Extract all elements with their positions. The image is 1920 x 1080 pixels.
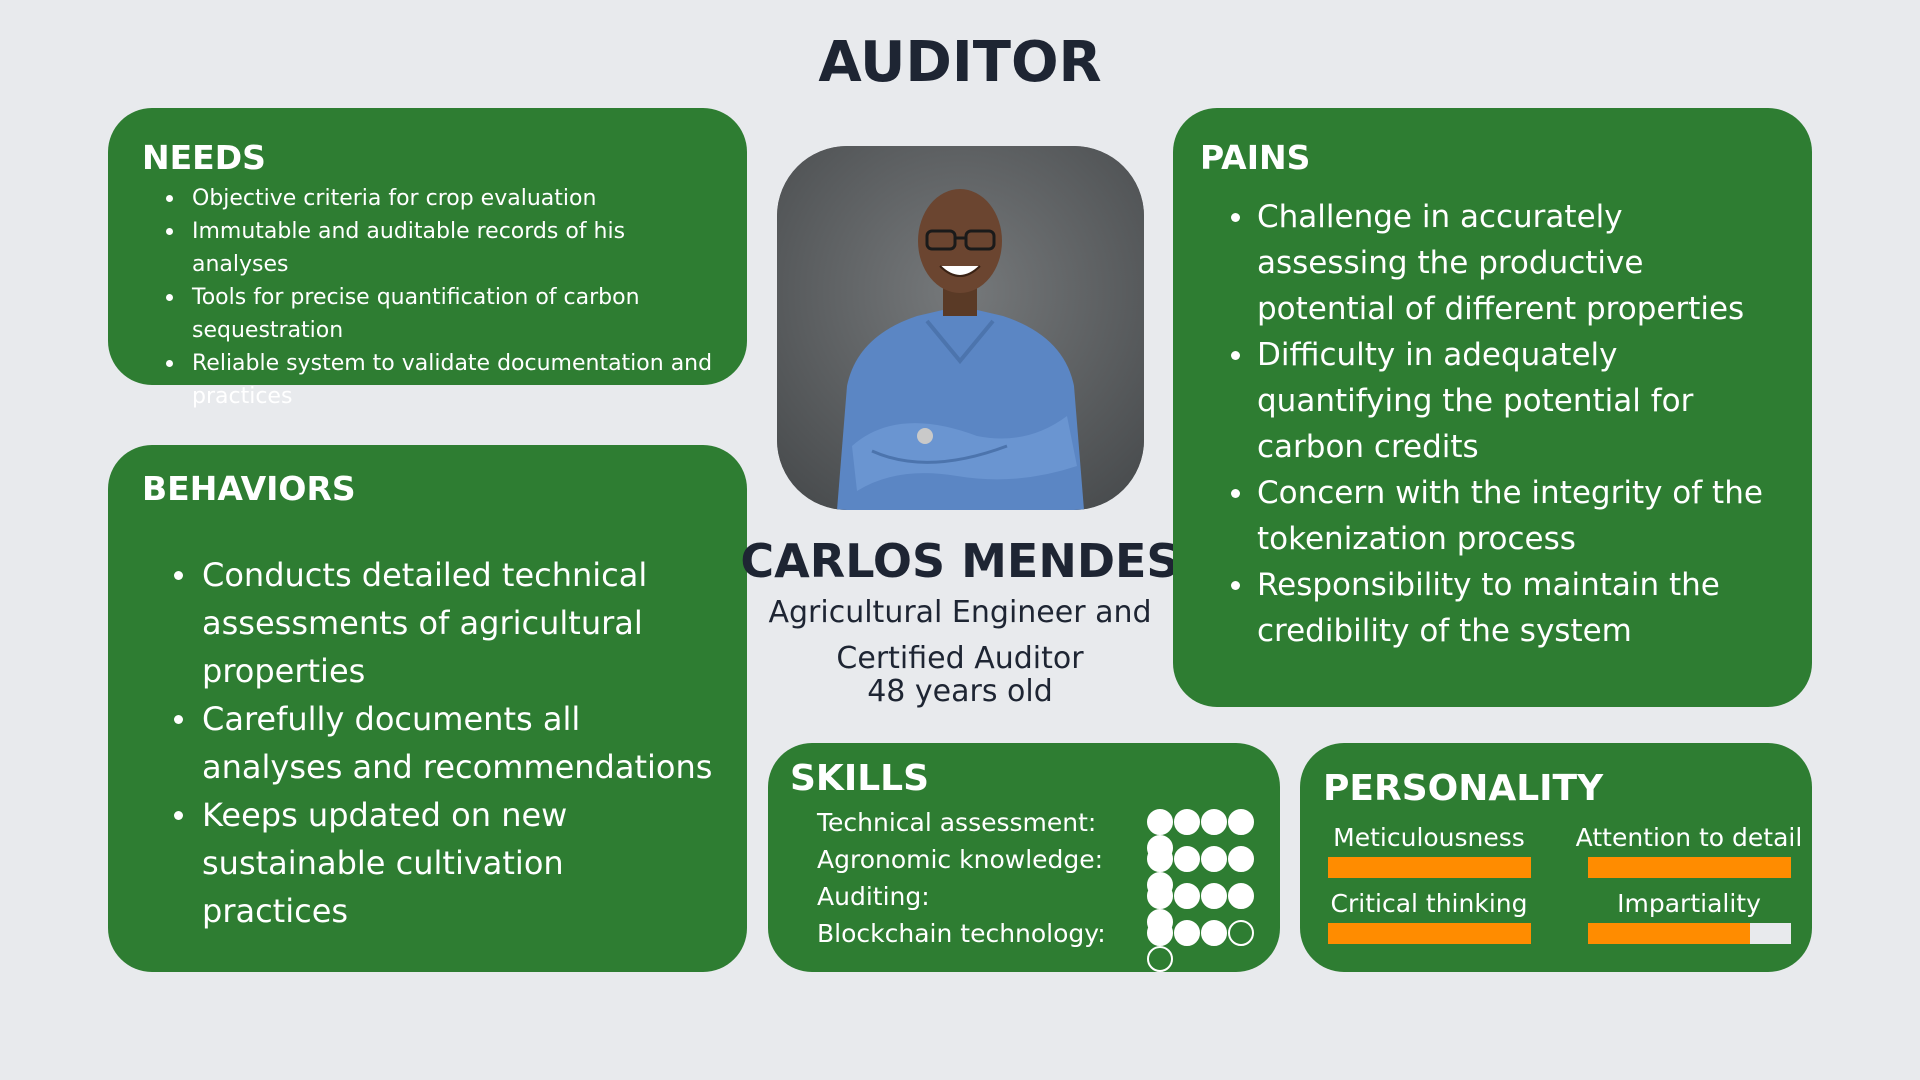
list-item: Keeps updated on new sustainable cultiva… (174, 791, 747, 935)
trait-bar (1587, 923, 1791, 944)
list-item: Carefully documents all analyses and rec… (174, 695, 747, 791)
persona-role: Agricultural Engineer and Certified Audi… (768, 595, 1152, 676)
trait-bar (1327, 857, 1531, 878)
persona-age: 48 years old (867, 674, 1053, 709)
skill-row: Auditing: (817, 878, 1267, 935)
needs-list: Objective criteria for crop evaluation I… (142, 182, 747, 413)
trait-bar-fill (1587, 857, 1791, 878)
skill-rating (1147, 846, 1267, 898)
persona-name: CARLOS MENDES (740, 534, 1180, 588)
trait-bar (1587, 857, 1791, 878)
list-item: Conducts detailed technical assessments … (174, 551, 747, 695)
behaviors-list: Conducts detailed technical assessments … (142, 551, 747, 935)
trait: Meticulousness (1309, 823, 1549, 878)
skill-label: Blockchain technology: (817, 919, 1106, 948)
needs-heading: NEEDS (142, 138, 266, 177)
page-title: AUDITOR (818, 30, 1102, 95)
rating-dot-filled (1174, 846, 1200, 872)
rating-dot-filled (1201, 846, 1227, 872)
trait-label: Meticulousness (1333, 823, 1525, 852)
rating-dot-filled (1174, 920, 1200, 946)
rating-dot-filled (1147, 883, 1173, 909)
pains-heading: PAINS (1200, 138, 1311, 177)
personality-card: PERSONALITY Meticulousness Attention to … (1300, 743, 1812, 972)
trait-label: Attention to detail (1575, 823, 1803, 852)
rating-dot-filled (1147, 809, 1173, 835)
skill-row: Agronomic knowledge: (817, 841, 1267, 898)
trait-label: Critical thinking (1330, 889, 1528, 918)
rating-dot-filled (1201, 883, 1227, 909)
rating-dot-empty (1228, 920, 1254, 946)
skill-rating (1147, 920, 1267, 972)
profile-photo (777, 146, 1144, 510)
list-item: Reliable system to validate documentatio… (166, 347, 747, 413)
trait: Impartiality (1569, 889, 1809, 944)
rating-dot-empty (1147, 946, 1173, 972)
skill-rating (1147, 809, 1267, 861)
behaviors-card: BEHAVIORS Conducts detailed technical as… (108, 445, 747, 972)
list-item: Concern with the integrity of the tokeni… (1231, 470, 1812, 562)
skill-rating (1147, 883, 1267, 935)
rating-dot-filled (1174, 883, 1200, 909)
list-item: Responsibility to maintain the credibili… (1231, 562, 1812, 654)
rating-dot-filled (1174, 809, 1200, 835)
portrait-icon (777, 146, 1144, 510)
trait-label: Impartiality (1617, 889, 1761, 918)
rating-dot-filled (1201, 920, 1227, 946)
list-item: Tools for precise quantification of carb… (166, 281, 747, 347)
trait: Attention to detail (1569, 823, 1809, 878)
skill-label: Agronomic knowledge: (817, 845, 1104, 874)
skill-row: Blockchain technology: (817, 915, 1267, 972)
needs-card: NEEDS Objective criteria for crop evalua… (108, 108, 747, 409)
rating-dot-filled (1147, 846, 1173, 872)
skill-label: Auditing: (817, 882, 930, 911)
trait-bar-fill (1327, 923, 1531, 944)
skill-row: Technical assessment: (817, 804, 1267, 861)
trait-bar (1327, 923, 1531, 944)
skills-heading: SKILLS (790, 758, 930, 799)
personality-heading: PERSONALITY (1323, 768, 1604, 809)
rating-dot-filled (1228, 883, 1254, 909)
trait-bar-fill (1587, 923, 1750, 944)
list-item: Difficulty in adequately quantifying the… (1231, 332, 1812, 470)
rating-dot-filled (1228, 809, 1254, 835)
pains-card: PAINS Challenge in accurately assessing … (1173, 108, 1812, 707)
trait: Critical thinking (1309, 889, 1549, 944)
list-item: Objective criteria for crop evaluation (166, 182, 747, 215)
list-item: Immutable and auditable records of his a… (166, 215, 747, 281)
trait-bar-fill (1327, 857, 1531, 878)
rating-dot-filled (1201, 809, 1227, 835)
skill-label: Technical assessment: (817, 808, 1097, 837)
behaviors-heading: BEHAVIORS (142, 469, 356, 508)
pains-list: Challenge in accurately assessing the pr… (1200, 194, 1812, 654)
list-item: Challenge in accurately assessing the pr… (1231, 194, 1812, 332)
rating-dot-filled (1228, 846, 1254, 872)
rating-dot-filled (1147, 920, 1173, 946)
skills-card: SKILLS Technical assessment: Agronomic k… (768, 743, 1280, 972)
